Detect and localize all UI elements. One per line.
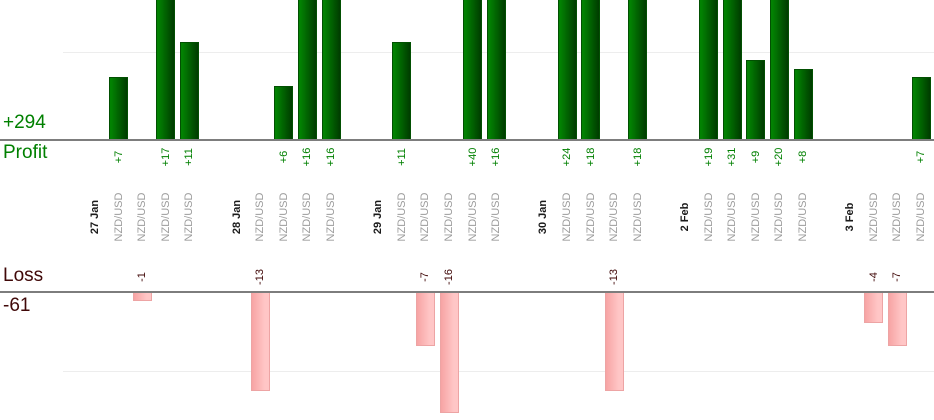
symbol-label: NZD/USD	[136, 192, 149, 242]
symbol-label: NZD/USD	[443, 192, 455, 242]
trade-profit-label: +17	[159, 147, 172, 167]
symbol-label: NZD/USD	[631, 192, 644, 242]
symbol-label: NZD/USD	[325, 192, 337, 242]
profit-axis-title: Profit	[3, 142, 48, 163]
loss-gridline	[63, 371, 934, 372]
trade-profit-label: +16	[490, 147, 503, 167]
trade-profit-label: +8	[797, 150, 809, 164]
profit-bar	[911, 77, 931, 139]
trade-profit-label: +18	[584, 147, 597, 167]
date-label: 27 Jan	[89, 199, 101, 235]
date-label: 2 Feb	[679, 202, 691, 232]
profit-bar	[581, 0, 601, 139]
trade-profit-label: +7	[915, 150, 927, 164]
symbol-label: NZD/USD	[773, 192, 786, 242]
profit-bar	[793, 69, 813, 139]
symbol-label: NZD/USD	[395, 192, 408, 242]
trade-profit-label: +16	[325, 147, 337, 167]
trade-profit-label: +11	[395, 148, 408, 166]
symbol-label: NZD/USD	[867, 192, 880, 242]
profit-bar	[557, 0, 577, 139]
symbol-label: NZD/USD	[183, 192, 196, 242]
loss-bar	[132, 293, 152, 301]
profit-bars-area	[0, 0, 934, 139]
profit-bar	[109, 77, 129, 139]
symbol-label: NZD/USD	[726, 192, 739, 242]
symbol-label: NZD/USD	[419, 192, 432, 242]
symbol-label: NZD/USD	[466, 192, 479, 242]
symbol-label: NZD/USD	[915, 192, 927, 242]
profit-total: +294	[3, 112, 46, 133]
symbol-label: NZD/USD	[584, 192, 597, 242]
trade-profit-label: +19	[702, 147, 715, 167]
profit-bar	[628, 0, 648, 139]
profit-bar	[179, 42, 199, 139]
profit-bar	[392, 42, 412, 139]
loss-total: -61	[3, 295, 31, 316]
profit-axis-line	[0, 139, 934, 141]
profit-bar	[722, 0, 742, 139]
trade-loss-label: -4	[867, 272, 880, 282]
trade-profit-label: +18	[631, 147, 644, 167]
symbol-label: NZD/USD	[112, 192, 125, 242]
loss-axis-title: Loss	[3, 265, 44, 286]
trade-loss-label: -13	[254, 269, 267, 285]
symbol-label: NZD/USD	[561, 192, 573, 242]
loss-bar	[887, 293, 907, 346]
trade-loss-label: -7	[419, 272, 432, 282]
symbol-label: NZD/USD	[608, 192, 621, 242]
trade-loss-label: -13	[608, 269, 621, 285]
profit-bar	[486, 0, 506, 139]
profit-bar	[156, 0, 176, 139]
trade-profit-label: +40	[466, 147, 479, 167]
trade-profit-label: +11	[183, 148, 196, 166]
symbol-label: NZD/USD	[277, 192, 290, 242]
loss-bars-area	[0, 293, 934, 420]
trade-loss-label: -7	[891, 272, 904, 282]
profit-bar	[321, 0, 341, 139]
profit-bar	[463, 0, 483, 139]
trade-profit-label: +7	[112, 150, 125, 164]
trade-profit-label: +31	[726, 147, 739, 167]
symbol-label: NZD/USD	[702, 192, 715, 242]
trade-profit-label: +16	[301, 147, 314, 167]
loss-bar	[604, 293, 624, 391]
profit-bar	[769, 0, 789, 139]
symbol-label: NZD/USD	[797, 192, 809, 242]
trade-profit-label: +9	[749, 150, 762, 164]
date-label: 28 Jan	[230, 199, 243, 235]
profit-bar	[746, 60, 766, 139]
trade-loss-label: -1	[136, 272, 149, 282]
symbol-label: NZD/USD	[254, 192, 267, 242]
profit-bar	[274, 86, 294, 139]
loss-bar	[439, 293, 459, 413]
symbol-label: NZD/USD	[159, 192, 172, 242]
symbol-label: NZD/USD	[301, 192, 314, 242]
loss-bar	[250, 293, 270, 391]
date-label: 30 Jan	[537, 199, 550, 235]
trade-profit-label: +24	[561, 147, 573, 167]
date-label: 29 Jan	[372, 199, 385, 235]
trade-profit-label: +20	[773, 147, 786, 167]
loss-axis-line	[0, 291, 934, 293]
loss-bar	[415, 293, 435, 346]
trade-profit-label: +6	[277, 150, 290, 164]
trade-loss-label: -16	[443, 269, 455, 285]
loss-bar	[864, 293, 884, 323]
symbol-label: NZD/USD	[891, 192, 904, 242]
profit-bar	[297, 0, 317, 139]
symbol-label: NZD/USD	[490, 192, 503, 242]
symbol-label: NZD/USD	[749, 192, 762, 242]
date-label: 3 Feb	[844, 202, 857, 232]
profit-bar	[699, 0, 719, 139]
